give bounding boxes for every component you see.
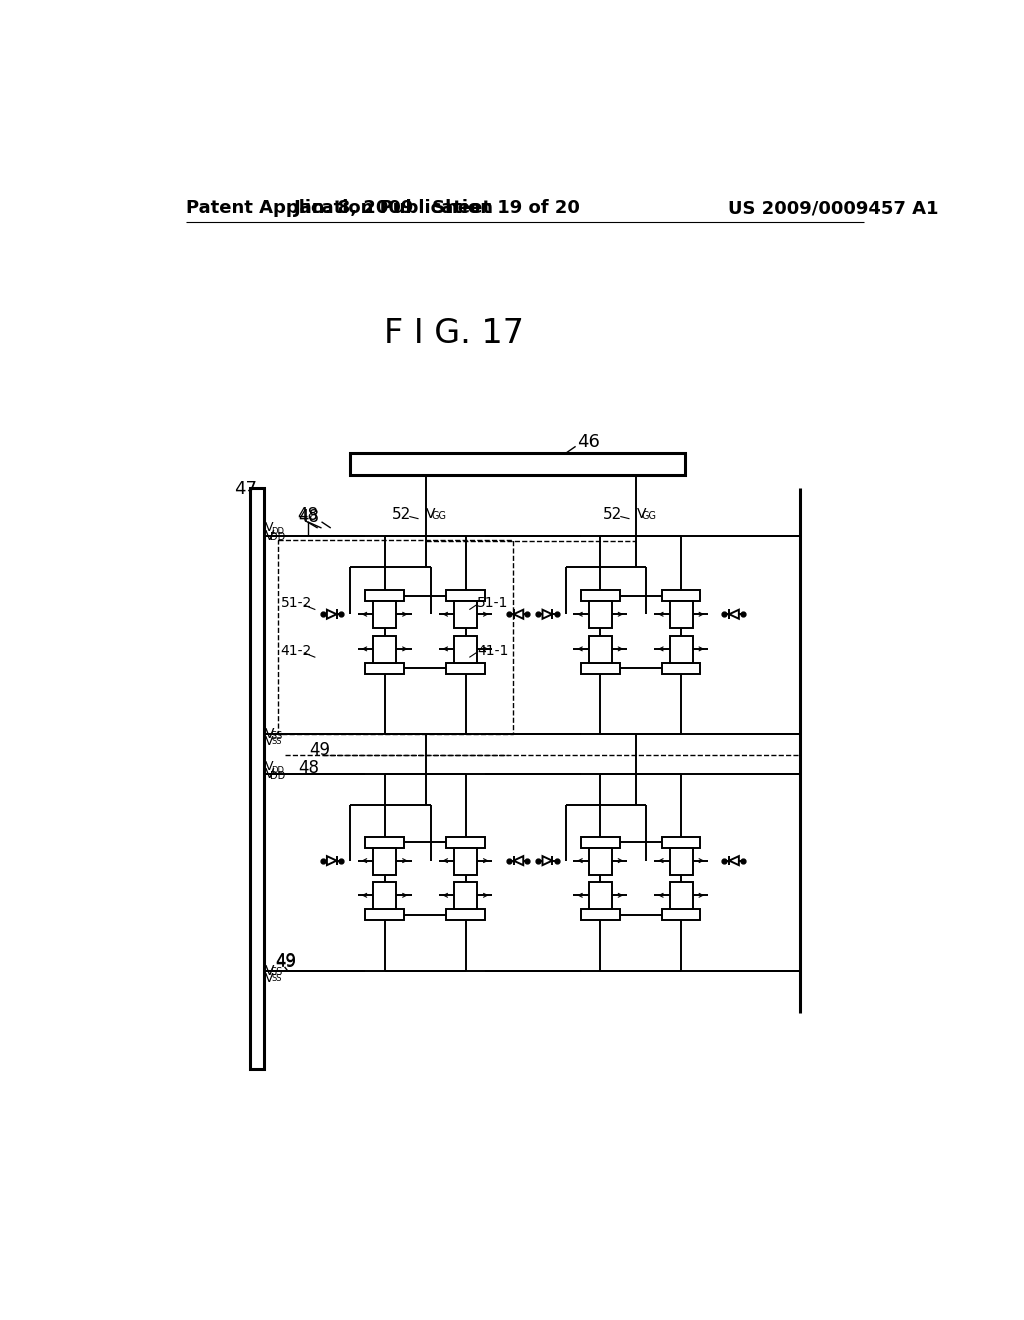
Bar <box>373 601 396 628</box>
Text: SS: SS <box>271 738 282 746</box>
Bar <box>373 636 396 663</box>
Text: GG: GG <box>641 511 656 520</box>
Bar <box>446 590 484 601</box>
Text: V: V <box>426 507 436 521</box>
Text: Patent Application Publication: Patent Application Publication <box>186 199 493 218</box>
Text: V: V <box>265 521 273 535</box>
Text: 46: 46 <box>578 433 600 450</box>
Bar <box>350 453 685 475</box>
Text: V: V <box>265 964 274 978</box>
Bar <box>454 601 477 628</box>
Text: 49: 49 <box>275 952 296 970</box>
Text: V: V <box>265 529 274 543</box>
Bar <box>366 837 403 847</box>
Bar <box>446 909 484 920</box>
Text: GG: GG <box>431 511 446 520</box>
Text: SS: SS <box>271 974 282 983</box>
Bar <box>662 663 700 673</box>
Text: V: V <box>265 767 274 781</box>
Text: 51-2: 51-2 <box>281 597 312 610</box>
Text: 48: 48 <box>298 508 319 527</box>
Text: V: V <box>265 727 274 742</box>
Text: DD: DD <box>271 528 285 536</box>
Bar <box>581 909 620 920</box>
Text: 41-2: 41-2 <box>281 644 312 659</box>
Text: DD: DD <box>271 766 285 775</box>
Text: V: V <box>265 760 273 774</box>
Text: 51-1: 51-1 <box>477 597 509 610</box>
Text: 49: 49 <box>309 741 330 759</box>
Bar <box>670 882 692 909</box>
Bar <box>446 837 484 847</box>
Bar <box>670 847 692 874</box>
Text: 48: 48 <box>298 506 318 524</box>
Bar <box>662 590 700 601</box>
Text: 52: 52 <box>603 507 623 521</box>
Bar <box>670 601 692 628</box>
Bar <box>446 663 484 673</box>
Text: SS: SS <box>270 731 283 741</box>
Text: V: V <box>265 735 273 748</box>
Text: V: V <box>265 972 273 985</box>
Text: SS: SS <box>270 968 283 977</box>
Bar <box>589 882 611 909</box>
Bar <box>373 847 396 874</box>
Text: DD: DD <box>270 532 286 543</box>
Bar <box>366 663 403 673</box>
Text: 47: 47 <box>234 480 257 499</box>
Text: 41-1: 41-1 <box>477 644 509 659</box>
Bar <box>581 590 620 601</box>
Bar <box>670 636 692 663</box>
Text: 48: 48 <box>298 759 319 777</box>
Text: US 2009/0009457 A1: US 2009/0009457 A1 <box>728 199 939 218</box>
Text: V: V <box>637 507 646 521</box>
Bar <box>662 837 700 847</box>
Bar <box>589 847 611 874</box>
Text: Jan. 8, 2009   Sheet 19 of 20: Jan. 8, 2009 Sheet 19 of 20 <box>294 199 581 218</box>
Bar <box>373 882 396 909</box>
Bar <box>454 636 477 663</box>
Bar <box>589 636 611 663</box>
Bar <box>250 488 264 1069</box>
Text: 49: 49 <box>275 953 296 970</box>
Text: 52: 52 <box>392 507 412 521</box>
Text: F I G. 17: F I G. 17 <box>384 318 524 351</box>
Bar <box>366 590 403 601</box>
Bar <box>589 601 611 628</box>
Bar <box>366 909 403 920</box>
Bar <box>454 847 477 874</box>
Bar <box>581 663 620 673</box>
Text: DD: DD <box>270 771 286 781</box>
Bar <box>454 882 477 909</box>
Bar <box>581 837 620 847</box>
Bar <box>662 909 700 920</box>
